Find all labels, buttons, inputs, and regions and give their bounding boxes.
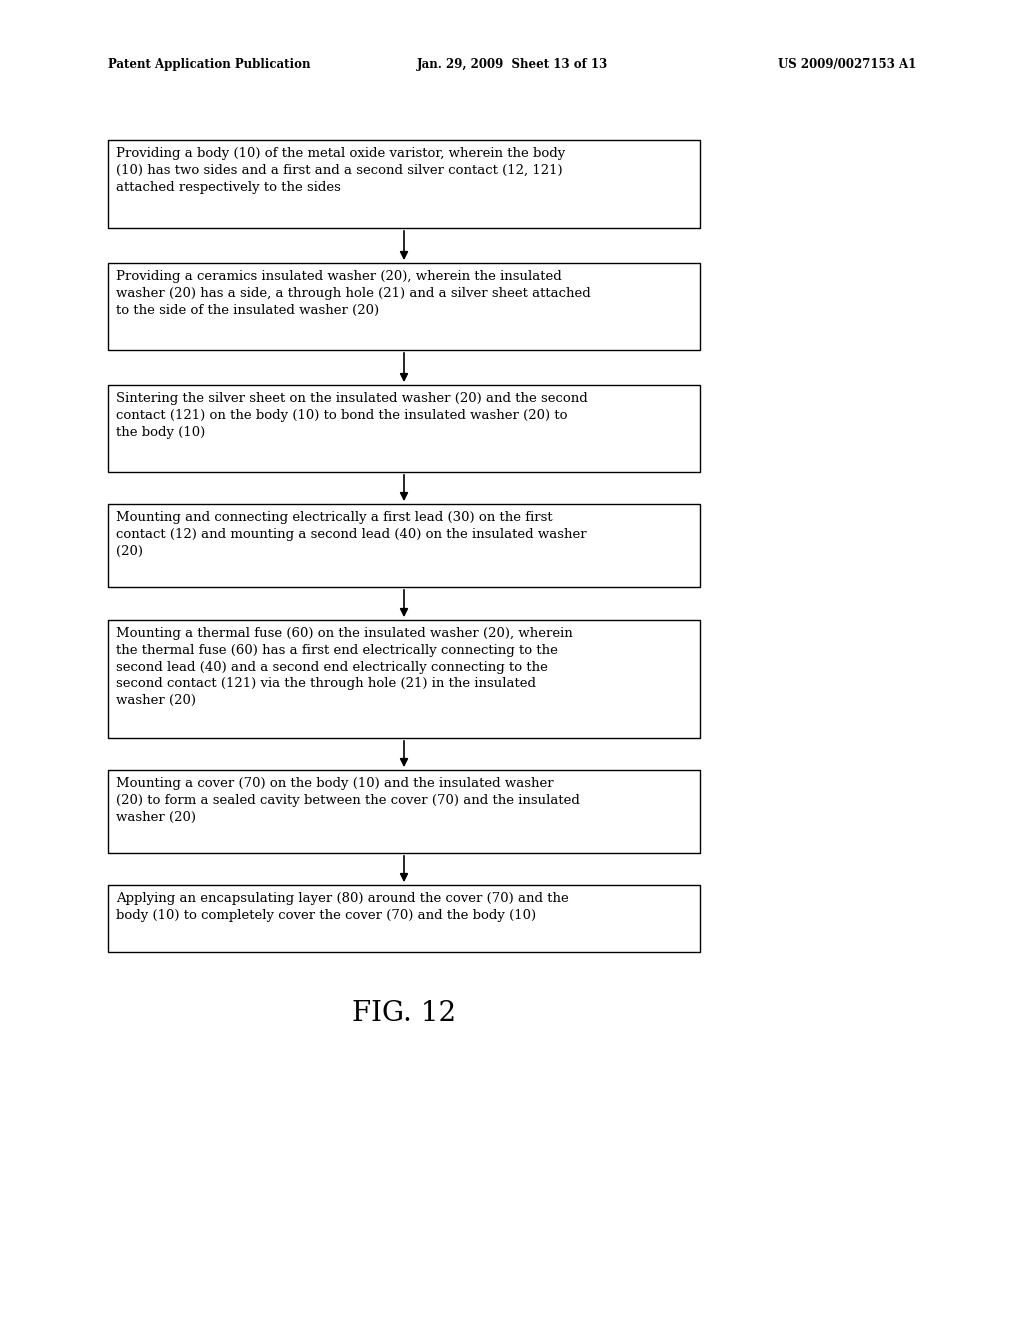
- Bar: [108, 770, 700, 853]
- Text: Applying an encapsulating layer (80) around the cover (70) and the
body (10) to : Applying an encapsulating layer (80) aro…: [116, 892, 568, 921]
- Bar: [108, 140, 700, 228]
- Text: FIG. 12: FIG. 12: [352, 1001, 456, 1027]
- Text: Jan. 29, 2009  Sheet 13 of 13: Jan. 29, 2009 Sheet 13 of 13: [417, 58, 607, 71]
- Text: Sintering the silver sheet on the insulated washer (20) and the second
contact (: Sintering the silver sheet on the insula…: [116, 392, 588, 438]
- Text: Patent Application Publication: Patent Application Publication: [108, 58, 310, 71]
- Text: Mounting a cover (70) on the body (10) and the insulated washer
(20) to form a s: Mounting a cover (70) on the body (10) a…: [116, 777, 580, 824]
- Bar: [108, 620, 700, 738]
- Bar: [108, 504, 700, 587]
- Text: Providing a ceramics insulated washer (20), wherein the insulated
washer (20) ha: Providing a ceramics insulated washer (2…: [116, 271, 591, 317]
- Text: Mounting and connecting electrically a first lead (30) on the first
contact (12): Mounting and connecting electrically a f…: [116, 511, 587, 557]
- Bar: [108, 263, 700, 350]
- Text: US 2009/0027153 A1: US 2009/0027153 A1: [778, 58, 916, 71]
- Bar: [108, 385, 700, 473]
- Text: Providing a body (10) of the metal oxide varistor, wherein the body
(10) has two: Providing a body (10) of the metal oxide…: [116, 147, 565, 194]
- Bar: [108, 884, 700, 952]
- Text: Mounting a thermal fuse (60) on the insulated washer (20), wherein
the thermal f: Mounting a thermal fuse (60) on the insu…: [116, 627, 572, 708]
